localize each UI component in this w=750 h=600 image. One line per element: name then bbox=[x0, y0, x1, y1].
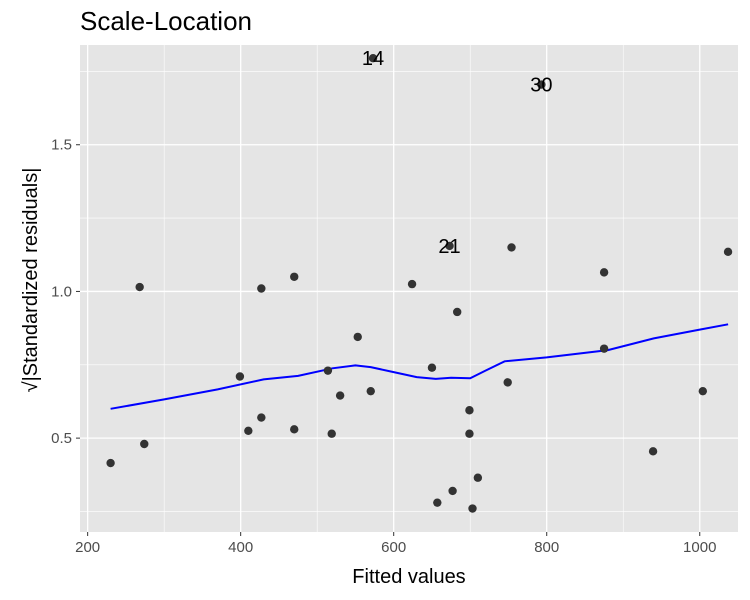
data-point bbox=[648, 447, 658, 456]
data-point bbox=[235, 372, 245, 381]
data-point bbox=[433, 498, 442, 507]
data-point bbox=[427, 363, 437, 372]
y-tick-label: 0.5 bbox=[51, 430, 72, 447]
data-point bbox=[503, 378, 512, 387]
data-point bbox=[335, 391, 345, 400]
point-labels: 14 30 21 bbox=[362, 48, 553, 258]
plot-panel bbox=[80, 45, 738, 532]
minor-gridlines bbox=[80, 45, 738, 532]
data-point bbox=[353, 332, 362, 342]
data-point bbox=[448, 486, 457, 496]
data-point bbox=[323, 366, 333, 375]
data-point bbox=[537, 80, 546, 89]
data-point bbox=[445, 241, 454, 251]
x-tick-label: 200 bbox=[75, 539, 100, 556]
data-point bbox=[723, 247, 733, 257]
point-label: 30 bbox=[530, 75, 552, 97]
data-point bbox=[257, 284, 266, 293]
major-gridlines bbox=[80, 45, 738, 532]
chart-title: Scale-Location bbox=[80, 6, 252, 36]
point-label: 14 bbox=[362, 48, 384, 70]
data-point bbox=[473, 473, 483, 482]
data-point bbox=[368, 54, 378, 63]
x-tick-label: 600 bbox=[381, 539, 406, 556]
data-point bbox=[290, 425, 299, 434]
data-point bbox=[244, 426, 253, 435]
data-point bbox=[140, 439, 149, 449]
data-point bbox=[407, 279, 417, 289]
data-point bbox=[257, 413, 266, 422]
y-tick-label: 1.5 bbox=[51, 137, 72, 154]
data-point bbox=[135, 282, 144, 292]
y-tick-label: 1.0 bbox=[51, 283, 72, 300]
x-tick-label: 800 bbox=[534, 539, 559, 556]
smooth-line bbox=[110, 323, 729, 410]
x-axis-title: Fitted values bbox=[352, 566, 465, 588]
data-point bbox=[453, 307, 462, 317]
data-points bbox=[106, 54, 733, 513]
data-point bbox=[468, 504, 477, 513]
y-axis-title: √|Standardized residuals| bbox=[20, 168, 42, 393]
data-point bbox=[465, 429, 474, 438]
data-point bbox=[698, 386, 708, 396]
data-point bbox=[366, 386, 375, 396]
data-point bbox=[507, 243, 516, 252]
data-point bbox=[599, 344, 609, 353]
data-point bbox=[599, 268, 609, 277]
data-point bbox=[465, 406, 474, 415]
x-axis-ticks: 200 400 600 800 1000 bbox=[75, 532, 716, 556]
y-axis-ticks: 0.5 1.0 1.5 bbox=[51, 137, 80, 447]
x-tick-label: 400 bbox=[228, 539, 253, 556]
point-label: 21 bbox=[438, 236, 460, 258]
data-point bbox=[106, 458, 115, 468]
data-point bbox=[327, 429, 336, 438]
x-tick-label: 1000 bbox=[683, 539, 716, 556]
data-point bbox=[290, 272, 299, 281]
